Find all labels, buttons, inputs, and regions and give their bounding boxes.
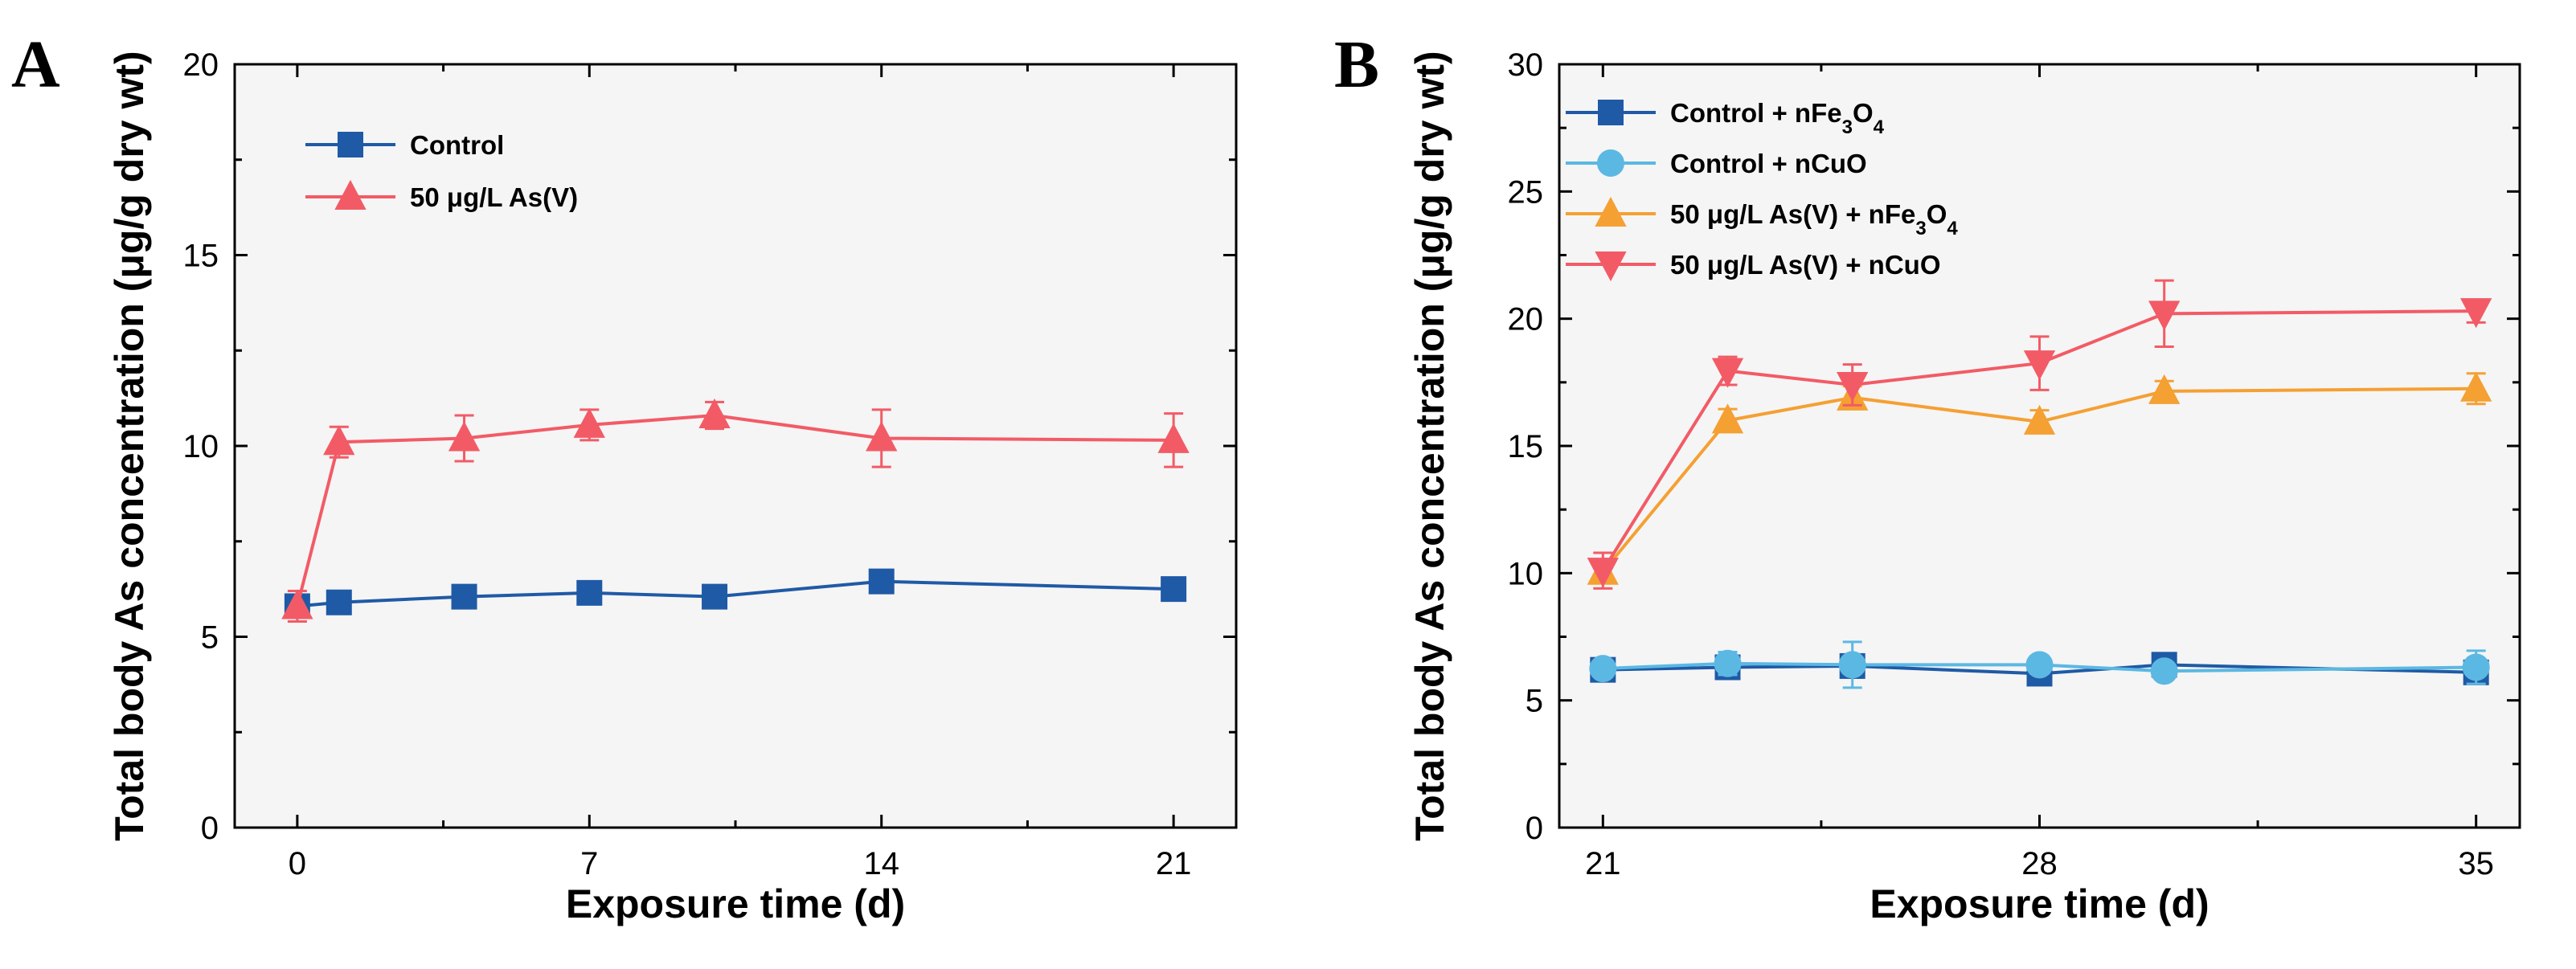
data-point	[1711, 403, 1744, 434]
data-point	[2460, 371, 2492, 402]
y-tick-label: 20	[1508, 302, 1544, 337]
legend-label: 50 μg/L As(V) + nCuO	[1670, 250, 1941, 280]
x-axis-title: Exposure time (d)	[1870, 881, 2209, 926]
legend-marker	[1595, 251, 1627, 282]
data-point	[702, 583, 728, 610]
data-point	[1714, 649, 1742, 677]
x-tick-label: 28	[2021, 846, 2058, 881]
y-tick-label: 15	[1508, 429, 1544, 464]
x-tick-label: 14	[863, 846, 899, 881]
y-tick-label: 0	[1526, 811, 1543, 846]
data-point	[2150, 657, 2178, 685]
data-point	[2460, 298, 2492, 329]
data-point	[2023, 350, 2056, 381]
legend: Control 50 μg/L As(V)	[305, 130, 578, 212]
series-line	[1601, 386, 2476, 574]
data-point	[323, 425, 355, 456]
y-axis-title: Total body As concentration (μg/g dry wt…	[1407, 51, 1452, 840]
series-2	[1587, 371, 2492, 585]
y-tick-label: 5	[1526, 684, 1543, 719]
data-point	[281, 589, 313, 619]
data-point	[2148, 374, 2181, 404]
x-tick-label: 21	[1585, 846, 1621, 881]
y-tick-label: 10	[1508, 556, 1544, 591]
data-point	[866, 421, 898, 452]
legend: Control + nFe3O4 Control + nCuO 50 μg/L As…	[1566, 98, 1958, 282]
y-tick-label: 30	[1508, 47, 1544, 83]
data-point	[2148, 301, 2181, 331]
legend-marker	[338, 132, 363, 157]
plot-area	[1558, 63, 2521, 829]
y-tick-label: 10	[183, 429, 219, 464]
y-axis-title: Total body As concentration (μg/g dry wt…	[107, 51, 152, 840]
chart-panel-b: B 0 5 10 15 20 25 30 21 28 35 Exposure time (d) Tota…	[1334, 27, 2521, 926]
legend-marker	[1598, 100, 1624, 125]
x-tick-label: 21	[1156, 846, 1192, 881]
data-point	[868, 568, 895, 595]
panel-label: B	[1334, 27, 1379, 102]
data-point	[698, 398, 731, 428]
data-point	[1587, 558, 1619, 588]
x-tick-label: 35	[2458, 846, 2494, 881]
data-point	[2462, 653, 2490, 681]
series-1	[1589, 640, 2490, 689]
data-point	[1837, 372, 1869, 403]
y-tick-label: 15	[183, 239, 219, 274]
legend-marker	[334, 179, 367, 210]
legend-label: 50 μg/L As(V)	[410, 182, 578, 212]
chart-panel-a: A 0 5 10 15 20 0 7 14 21 Exposure time (d) Total bo…	[11, 27, 1238, 926]
x-tick-label: 0	[289, 846, 306, 881]
data-point	[2023, 404, 2056, 435]
data-point	[1711, 358, 1744, 388]
x-tick-label: 7	[580, 846, 598, 881]
data-point	[576, 579, 603, 606]
series-line	[1603, 661, 2476, 673]
plot-area	[233, 63, 1238, 829]
legend-label: Control + nCuO	[1670, 149, 1867, 178]
data-point	[448, 421, 481, 452]
legend-label: Control + nFe3O4	[1670, 98, 1885, 138]
y-tick-label: 0	[201, 811, 219, 846]
series-3	[1587, 279, 2492, 590]
series-1	[281, 398, 1190, 623]
panel-label: A	[11, 27, 60, 102]
data-point	[326, 589, 352, 615]
data-point	[1589, 655, 1617, 683]
data-point	[1161, 576, 1187, 603]
y-tick-label: 20	[183, 47, 219, 83]
data-point	[2025, 651, 2054, 679]
legend-label: Control	[410, 130, 504, 160]
legend-label: 50 μg/L As(V) + nFe3O4	[1670, 199, 1958, 239]
legend-marker	[1595, 196, 1627, 227]
data-point	[1157, 423, 1190, 453]
series-line	[1601, 309, 2476, 572]
series-line	[1603, 663, 2476, 676]
data-point	[573, 407, 605, 438]
y-tick-label: 5	[201, 620, 219, 656]
y-tick-label: 25	[1508, 174, 1544, 210]
legend-marker	[1597, 149, 1624, 177]
x-axis-title: Exposure time (d)	[566, 881, 905, 926]
data-point	[451, 583, 477, 610]
data-point	[1838, 651, 1866, 679]
